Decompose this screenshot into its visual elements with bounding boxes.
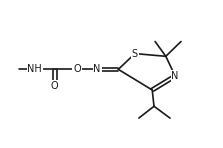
Text: N: N [171,71,179,81]
Text: O: O [51,81,59,91]
Text: S: S [132,49,138,59]
Text: O: O [73,64,81,74]
Text: NH: NH [27,64,42,74]
Text: N: N [93,64,101,74]
